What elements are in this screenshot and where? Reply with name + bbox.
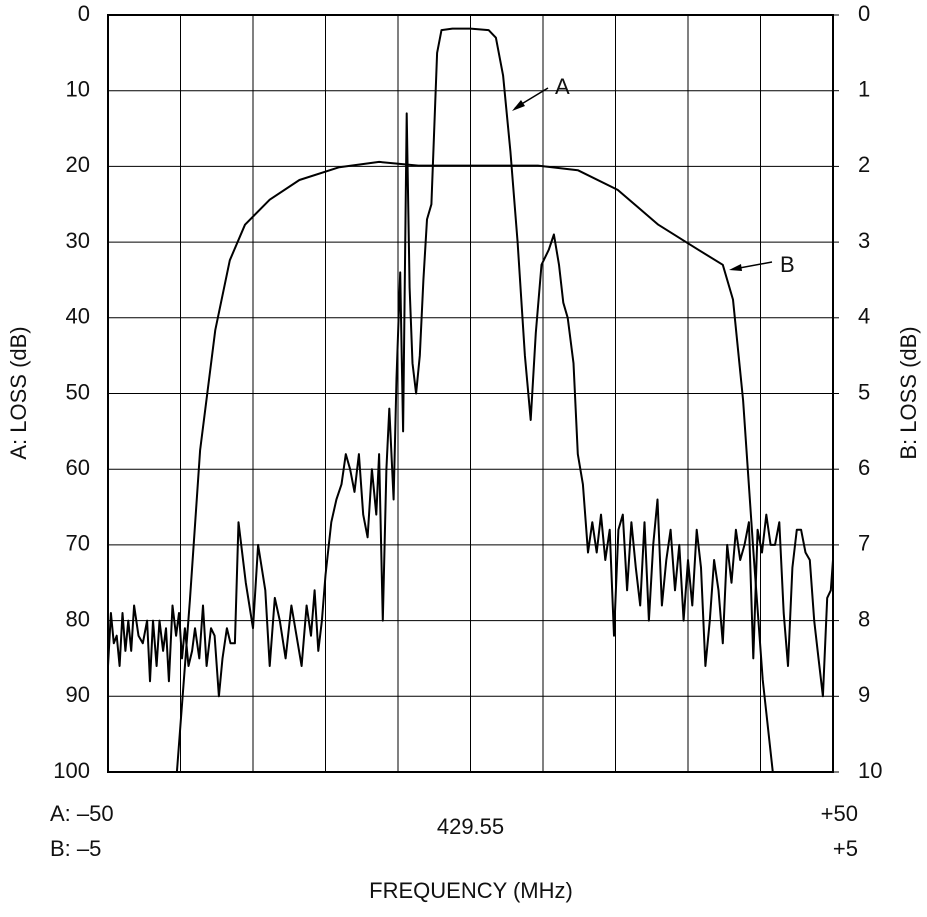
y2-tick-label: 8	[858, 606, 870, 631]
y2-tick-label: 5	[858, 379, 870, 404]
y2-tick-label: 10	[858, 758, 882, 783]
y-tick-label: 100	[53, 758, 90, 783]
y-tick-label: 30	[66, 228, 90, 253]
y-tick-label: 80	[66, 606, 90, 631]
annotation: A	[555, 74, 570, 99]
y-tick-label: 20	[66, 152, 90, 177]
annotation-arrowhead	[512, 100, 525, 111]
annotation-arrowhead	[729, 264, 742, 271]
y-tick-label: 50	[66, 379, 90, 404]
x-tick-label: A: –50	[50, 801, 114, 826]
x-tick-label: 429.55	[437, 814, 504, 839]
annotation: B	[780, 252, 795, 277]
y2-tick-label: 7	[858, 531, 870, 556]
line-series	[107, 27, 834, 698]
y-tick-label: 40	[66, 304, 90, 329]
plot-frame	[107, 14, 834, 773]
y2-tick-label: 6	[858, 455, 870, 480]
y-tick-label: 90	[66, 682, 90, 707]
x-axis-title: FREQUENCY (MHz)	[369, 878, 573, 903]
y2-tick-label: 4	[858, 304, 870, 329]
y2-tick-label: 3	[858, 228, 870, 253]
y2-tick-label: 0	[858, 1, 870, 26]
line-series	[108, 160, 833, 773]
x-tick-label: +50	[821, 801, 858, 826]
y2-axis-title: B: LOSS (dB)	[896, 326, 921, 459]
y-tick-label: 10	[66, 77, 90, 102]
y2-tick-label: 2	[858, 152, 870, 177]
y-axis-title: A: LOSS (dB)	[6, 326, 31, 459]
x2-tick-label: +5	[833, 836, 858, 861]
y2-tick-label: 1	[858, 77, 870, 102]
y-tick-label: 70	[66, 531, 90, 556]
y2-tick-label: 9	[858, 682, 870, 707]
x2-tick-label: B: –5	[50, 836, 101, 861]
y-tick-label: 0	[78, 1, 90, 26]
y-tick-label: 60	[66, 455, 90, 480]
